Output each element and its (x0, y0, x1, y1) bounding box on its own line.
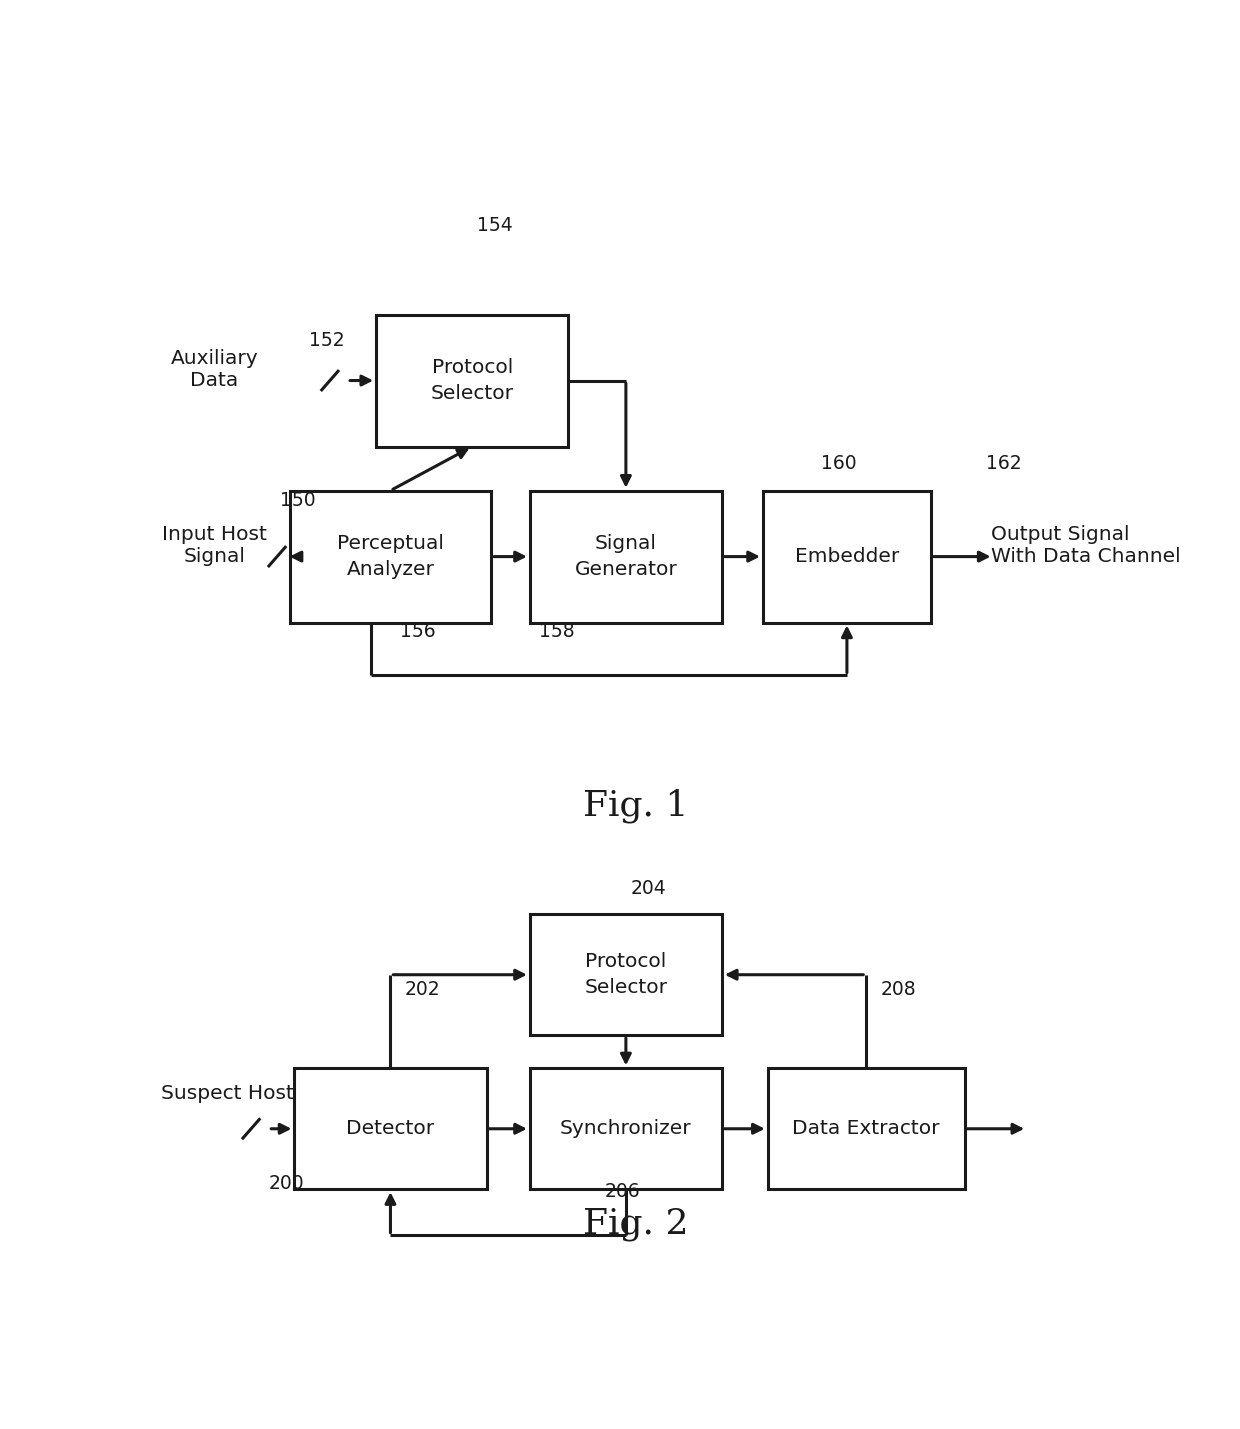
Text: Input Host
Signal: Input Host Signal (162, 524, 267, 566)
Text: Protocol
Selector: Protocol Selector (584, 952, 667, 997)
Text: 150: 150 (280, 492, 315, 510)
Text: Embedder: Embedder (795, 547, 899, 566)
Text: 162: 162 (986, 454, 1022, 473)
Bar (294, 1069, 486, 1189)
Text: Suspect Host: Suspect Host (161, 1085, 294, 1103)
Text: 158: 158 (539, 622, 575, 642)
Text: 204: 204 (631, 879, 666, 897)
Text: 154: 154 (477, 216, 512, 236)
Bar (290, 490, 491, 623)
Text: 202: 202 (404, 980, 440, 999)
Text: Protocol
Selector: Protocol Selector (430, 357, 513, 403)
Bar (529, 490, 722, 623)
Text: Output Signal
With Data Channel: Output Signal With Data Channel (991, 524, 1180, 566)
Text: 152: 152 (309, 330, 345, 350)
Text: Auxiliary
Data: Auxiliary Data (171, 349, 258, 390)
Bar (529, 1069, 722, 1189)
Text: Fig. 2: Fig. 2 (583, 1208, 688, 1242)
Text: Fig. 1: Fig. 1 (583, 787, 688, 823)
Text: 206: 206 (605, 1182, 640, 1202)
Bar (376, 314, 568, 447)
Bar (763, 490, 931, 623)
Text: Detector: Detector (346, 1119, 434, 1139)
Text: 200: 200 (268, 1173, 304, 1193)
Bar (768, 1069, 965, 1189)
Text: Synchronizer: Synchronizer (560, 1119, 692, 1139)
Bar (529, 915, 722, 1035)
Text: 156: 156 (401, 622, 435, 642)
Text: Signal
Generator: Signal Generator (574, 534, 677, 579)
Text: Data Extractor: Data Extractor (792, 1119, 940, 1139)
Text: 208: 208 (880, 980, 916, 999)
Text: 160: 160 (821, 454, 857, 473)
Text: Perceptual
Analyzer: Perceptual Analyzer (337, 534, 444, 579)
